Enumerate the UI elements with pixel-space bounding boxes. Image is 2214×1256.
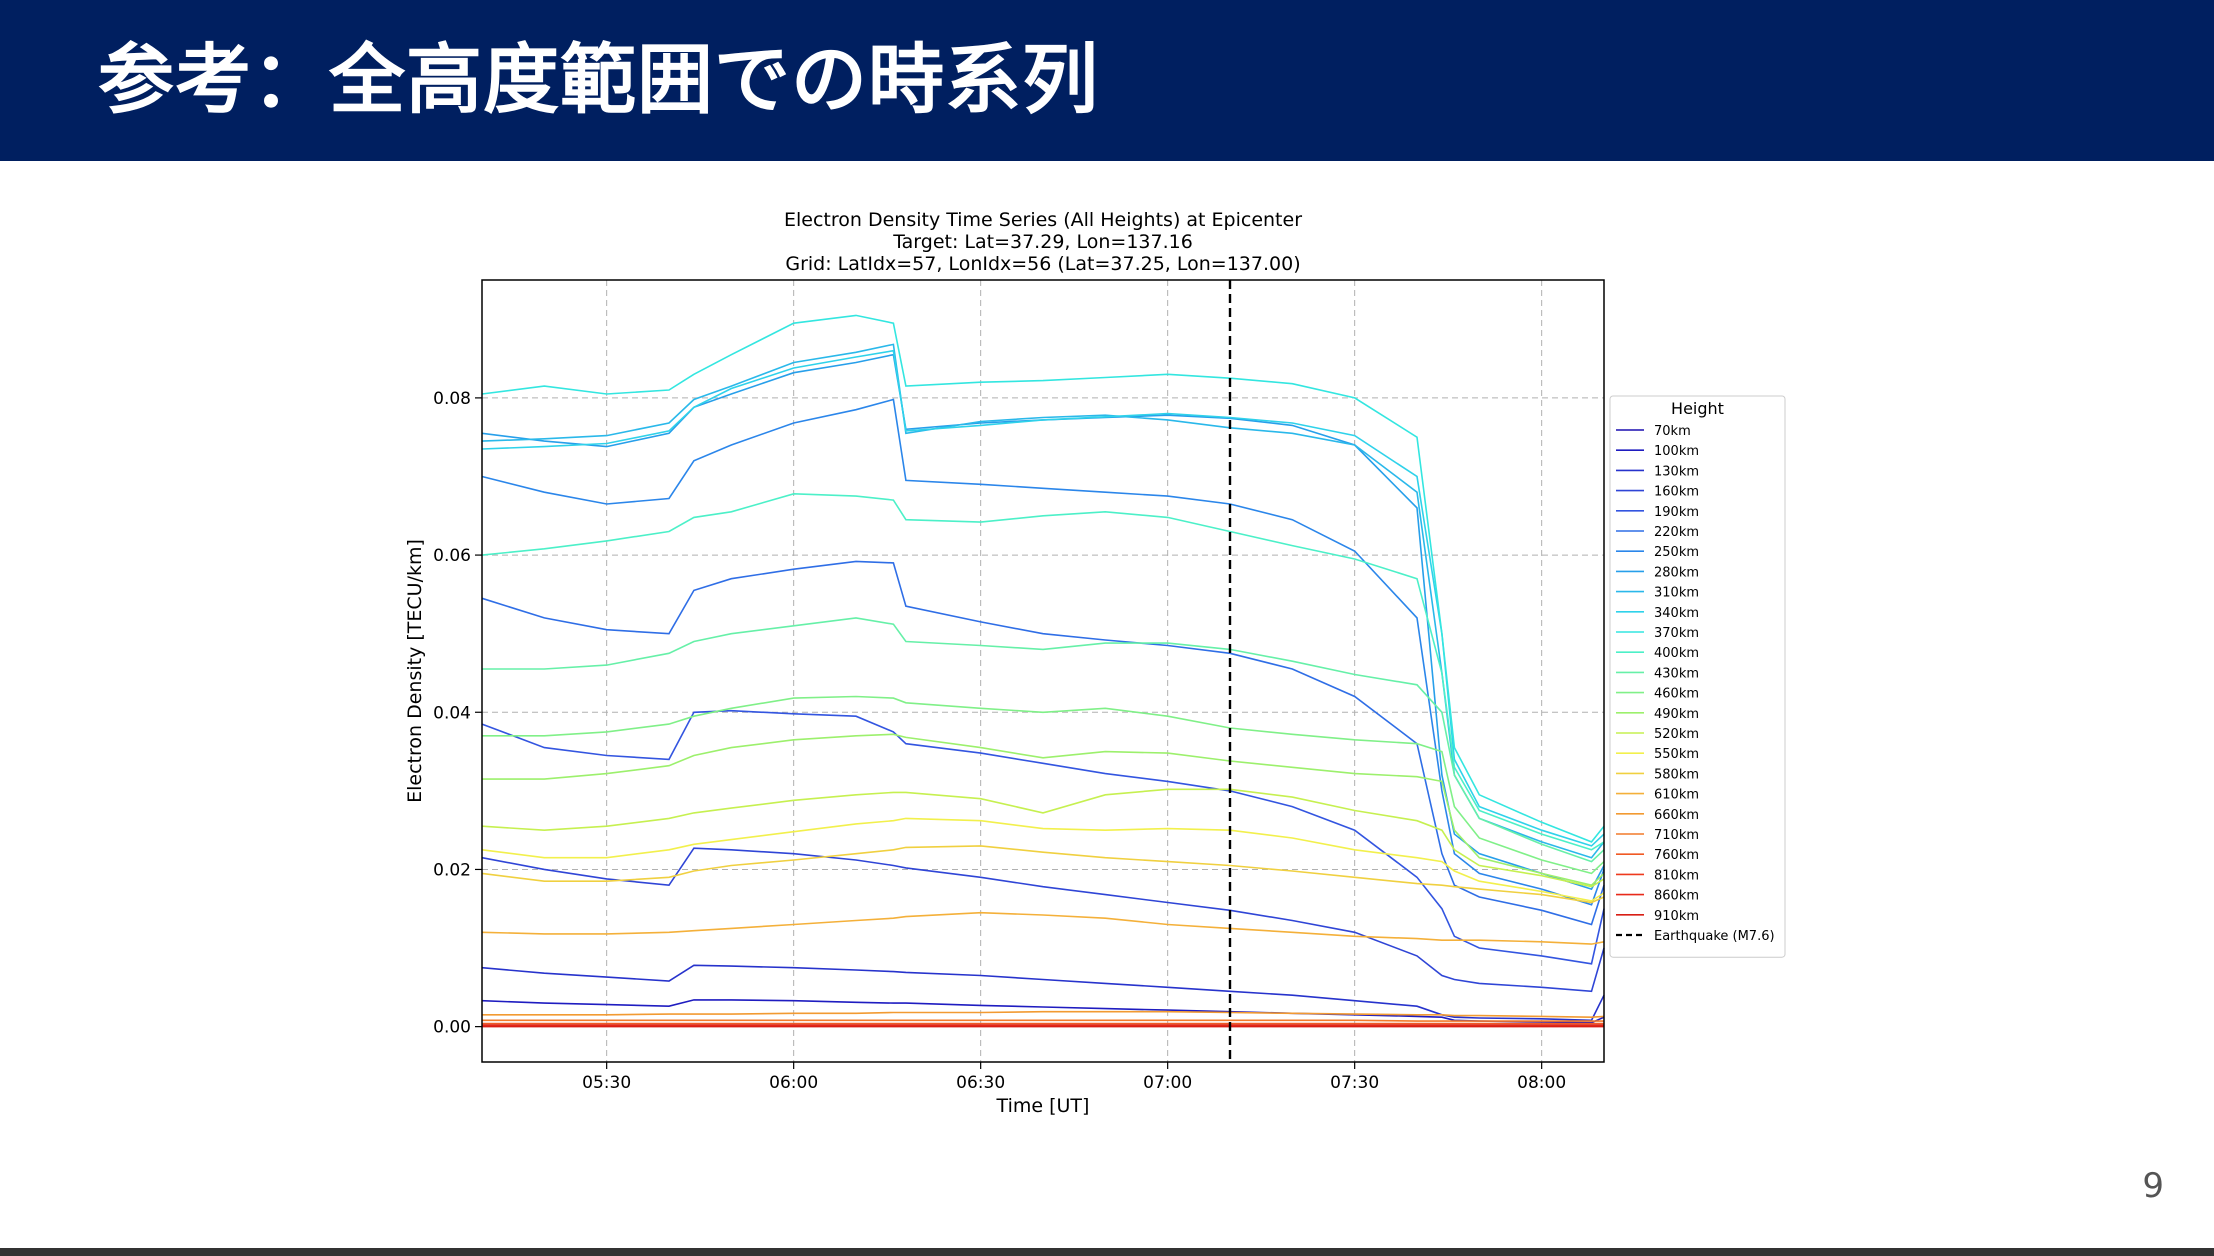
legend-label: 400km <box>1654 646 1699 661</box>
legend-label: 710km <box>1654 828 1699 843</box>
legend-label: 760km <box>1654 848 1699 863</box>
series-line-340km <box>481 349 1605 847</box>
page-number: 9 <box>2142 1166 2164 1206</box>
series-line-660km <box>482 1010 1605 1019</box>
y-tick-label: 0.04 <box>433 703 471 723</box>
slide-title: 参考：全高度範囲での時系列 <box>98 35 1099 124</box>
legend-label: 910km <box>1654 909 1699 924</box>
x-tick-label: 06:00 <box>769 1073 818 1093</box>
series-line-710km <box>482 1019 1604 1022</box>
series-line-550km <box>481 817 1605 902</box>
y-tick-label: 0.06 <box>433 546 471 566</box>
series-line-430km <box>482 617 1605 863</box>
x-tick-label: 06:30 <box>956 1073 1005 1093</box>
legend-box <box>1609 395 1786 958</box>
series-line-520km <box>481 788 1605 888</box>
y-tick-label: 0.08 <box>433 389 471 409</box>
legend-label: 490km <box>1654 707 1699 722</box>
legend-label: Earthquake (M7.6) <box>1654 929 1775 944</box>
x-tick-label: 08:00 <box>1517 1073 1566 1093</box>
legend-label: 220km <box>1654 525 1699 540</box>
legend-label: 70km <box>1654 424 1691 439</box>
legend-label: 610km <box>1654 788 1699 803</box>
series-line-460km <box>482 695 1605 875</box>
series-line-190km <box>481 709 1605 965</box>
legend-label: 520km <box>1654 727 1699 742</box>
legend-label: 190km <box>1654 505 1699 520</box>
legend-label: 430km <box>1654 666 1699 681</box>
legend-label: 310km <box>1654 586 1699 601</box>
legend-label: 580km <box>1654 767 1699 782</box>
x-axis-label: Time [UT] <box>996 1095 1090 1117</box>
series-line-580km <box>481 845 1605 904</box>
y-tick-label: 0.02 <box>433 860 471 880</box>
y-tick-label: 0.00 <box>433 1018 471 1038</box>
plot-frame <box>481 279 1605 1063</box>
chart-title-line: Grid: LatIdx=57, LonIdx=56 (Lat=37.25, L… <box>785 253 1300 275</box>
x-tick-label: 05:30 <box>582 1073 631 1093</box>
legend-label: 160km <box>1654 485 1699 500</box>
legend-label: 550km <box>1654 747 1699 762</box>
legend-label: 100km <box>1654 444 1699 459</box>
slide-header: 参考：全高度範囲での時系列 <box>0 0 2214 161</box>
series-line-130km <box>481 964 1605 1022</box>
y-axis-label: Electron Density [TECU/km] <box>404 539 426 803</box>
legend-title: Height <box>1671 399 1724 418</box>
series-line-370km <box>481 314 1605 843</box>
legend-label: 810km <box>1654 868 1699 883</box>
legend-label: 130km <box>1654 464 1699 479</box>
legend-label: 660km <box>1654 808 1699 823</box>
legend-label: 280km <box>1654 565 1699 580</box>
chart-title-line: Target: Lat=37.29, Lon=137.16 <box>892 231 1193 253</box>
chart-title-line: Electron Density Time Series (All Height… <box>784 209 1302 231</box>
legend-label: 370km <box>1654 626 1699 641</box>
series-line-610km <box>481 911 1605 945</box>
x-tick-label: 07:00 <box>1143 1073 1192 1093</box>
series-line-490km <box>482 733 1605 887</box>
legend-label: 340km <box>1654 606 1699 621</box>
series-line-250km <box>481 398 1605 906</box>
legend-label: 460km <box>1654 687 1699 702</box>
footer-bar <box>0 1248 2214 1256</box>
legend-label: 250km <box>1654 545 1699 560</box>
series-line-160km <box>481 847 1605 993</box>
x-tick-label: 07:30 <box>1330 1073 1379 1093</box>
series-line-400km <box>481 492 1605 851</box>
legend-label: 860km <box>1654 889 1699 904</box>
